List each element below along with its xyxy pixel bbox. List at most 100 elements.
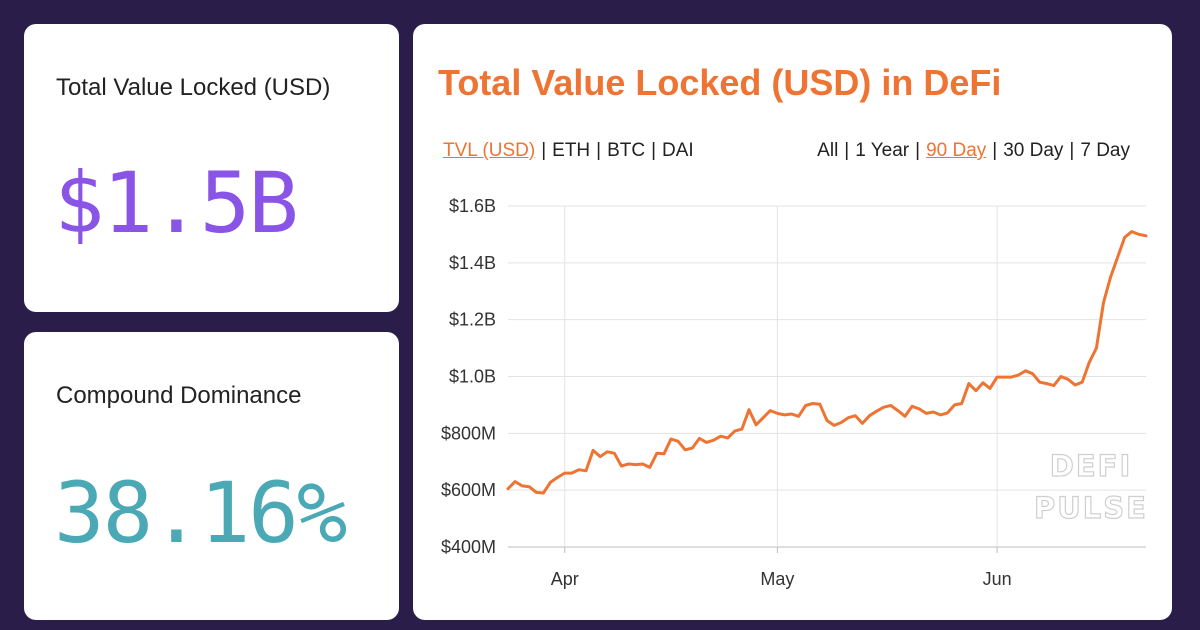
y-tick-label: $1.0B: [449, 367, 496, 387]
tvl-label: Total Value Locked (USD): [56, 74, 331, 101]
chart-title: Total Value Locked (USD) in DeFi: [438, 62, 1002, 103]
data-point: [535, 491, 538, 494]
range-90-day[interactable]: 90 Day: [926, 140, 987, 161]
data-point: [754, 423, 758, 427]
data-point: [769, 409, 772, 412]
data-point: [712, 438, 715, 442]
data-point: [1017, 373, 1020, 377]
toggle-separator: |: [651, 140, 657, 161]
data-point: [556, 476, 559, 479]
y-tick-label: $1.6B: [449, 196, 496, 216]
data-point: [598, 455, 602, 458]
data-point: [953, 403, 956, 407]
data-point: [648, 466, 651, 469]
data-point: [1095, 346, 1098, 350]
data-point: [932, 410, 935, 414]
data-point: [988, 387, 992, 390]
tvl-card: Total Value Locked (USD) $1.5B: [24, 24, 399, 312]
data-point: [591, 449, 595, 452]
data-point: [506, 487, 510, 490]
data-point: [1102, 301, 1105, 304]
data-point: [570, 471, 573, 475]
tvl-line-chart: $400M $600M $800M $1.0B $1.2B $1.4B $1.6B Apr Ma…: [441, 196, 1148, 589]
data-point: [925, 412, 928, 415]
data-point: [520, 484, 524, 488]
data-point: [1123, 236, 1126, 239]
y-tick-label: $1.4B: [449, 253, 496, 273]
data-point: [995, 375, 999, 379]
toggle-tvl-usd[interactable]: TVL (USD): [443, 140, 536, 161]
data-point: [1144, 234, 1148, 238]
data-point: [903, 415, 907, 418]
range-30-day[interactable]: 30 Day: [1003, 140, 1064, 161]
toggle-separator: |: [992, 140, 998, 161]
data-point: [740, 427, 744, 431]
data-point: [747, 408, 751, 411]
range-7-day[interactable]: 7 Day: [1080, 140, 1130, 161]
toggle-btc[interactable]: BTC: [607, 140, 646, 161]
data-point: [946, 411, 949, 415]
data-point: [797, 415, 800, 418]
data-point: [549, 481, 552, 484]
data-point: [676, 440, 680, 443]
range-1-year[interactable]: 1 Year: [855, 140, 910, 161]
data-point: [1031, 372, 1034, 375]
toggle-dai[interactable]: DAI: [662, 140, 694, 161]
x-tick-label: May: [760, 569, 794, 589]
data-point: [811, 402, 815, 405]
dominance-label: Compound Dominance: [56, 382, 302, 409]
data-point: [896, 409, 900, 412]
data-point: [825, 419, 829, 422]
data-point: [910, 405, 914, 408]
data-point: [847, 416, 850, 419]
data-point: [981, 381, 985, 384]
data-point: [577, 468, 581, 471]
data-point: [1109, 275, 1112, 279]
data-point: [684, 448, 687, 452]
range-all[interactable]: All: [817, 140, 839, 161]
data-point: [1137, 233, 1141, 236]
data-point: [1088, 361, 1091, 364]
data-point: [974, 389, 978, 392]
data-point: [584, 469, 588, 473]
data-point: [868, 414, 871, 417]
toggle-separator: |: [915, 140, 921, 161]
data-point: [861, 422, 864, 425]
data-point: [939, 413, 942, 417]
toggle-separator: |: [596, 140, 602, 161]
data-point: [776, 412, 779, 415]
toggle-separator: |: [1069, 140, 1075, 161]
data-point: [691, 446, 694, 450]
watermark-text: DEFI: [1050, 449, 1132, 483]
data-point: [627, 462, 630, 466]
data-point: [513, 480, 517, 483]
range-toggle-group: All | 1 Year | 90 Day | 30 Day | 7 Day: [817, 140, 1130, 162]
data-point: [917, 407, 921, 411]
data-point: [655, 452, 659, 455]
data-point: [719, 434, 722, 438]
x-tick-label: Apr: [551, 569, 579, 589]
data-point: [790, 412, 793, 416]
data-point: [783, 413, 786, 417]
data-point: [875, 409, 878, 413]
chart-card: Total Value Locked (USD) in DeFi TVL (US…: [413, 24, 1172, 620]
data-point: [606, 450, 609, 454]
data-point: [1081, 380, 1084, 384]
data-point: [1038, 380, 1041, 384]
dominance-value: 38.16%: [54, 464, 347, 562]
data-point: [818, 403, 822, 406]
data-point: [762, 416, 765, 419]
data-point: [1130, 230, 1134, 233]
toggle-separator: |: [541, 140, 547, 161]
tvl-value: $1.5B: [54, 154, 299, 252]
data-point: [733, 429, 737, 433]
y-tick-label: $800M: [441, 423, 496, 443]
data-point: [1059, 375, 1063, 378]
x-tick-label: Jun: [983, 569, 1012, 589]
data-point: [613, 452, 616, 455]
watermark-text: PULSE: [1034, 491, 1148, 525]
data-point: [960, 402, 963, 405]
toggle-eth[interactable]: ETH: [552, 140, 591, 161]
data-point: [726, 436, 729, 440]
data-point: [1073, 383, 1077, 387]
